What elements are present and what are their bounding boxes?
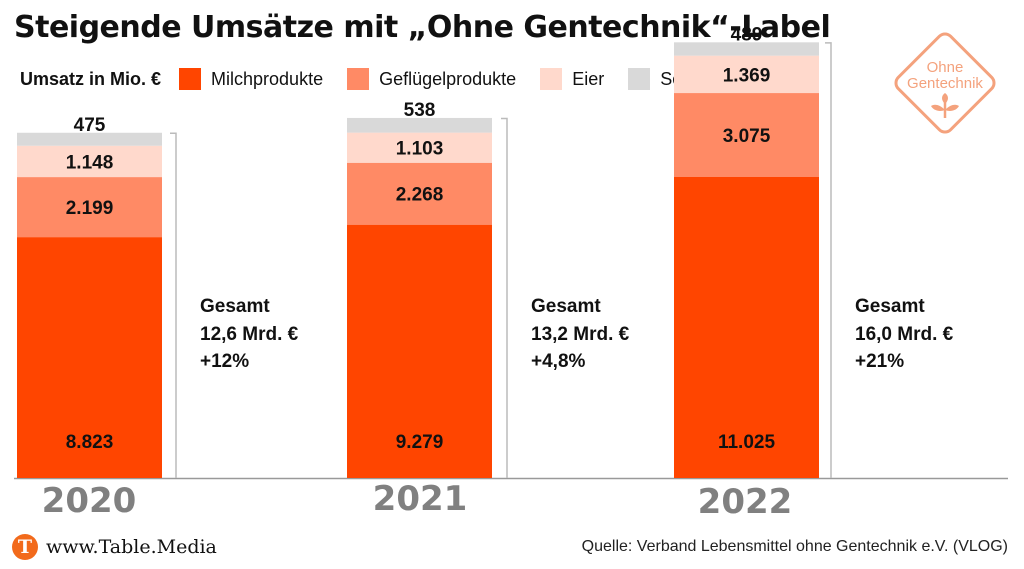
bar-segment-eier-2021 [347, 132, 492, 163]
bar-segment-geflügelprodukte-2021 [347, 162, 492, 225]
data-label: 538 [404, 100, 436, 121]
data-label: 11.025 [718, 432, 775, 453]
bar-segment-geflügelprodukte-2022 [674, 93, 819, 177]
x-tick-label-2021: 2021 [373, 479, 468, 519]
legend-item-milchprodukte: Milchprodukte [179, 68, 323, 90]
ohne-gentechnik-logo: Ohne Gentechnik [894, 32, 996, 134]
x-tick-label-2022: 2022 [698, 482, 793, 522]
legend-label: Eier [572, 68, 605, 89]
data-label: 2.199 [66, 198, 114, 219]
data-label: 3.075 [723, 126, 771, 147]
bar-segment-milchprodukte-2020 [17, 237, 162, 478]
footer-site: www.Table.Media [46, 536, 217, 558]
sprout-icon [931, 93, 959, 118]
total-value: 13,2 Mrd. € [531, 324, 630, 345]
legend-unit-label: Umsatz in Mio. € [20, 68, 162, 89]
legend-swatch [628, 68, 651, 90]
logo-text-gentechnik: Gentechnik [907, 75, 983, 92]
data-label: 1.103 [396, 139, 444, 160]
bar-segment-sonstiges-2021 [347, 117, 492, 133]
data-label: 1.148 [66, 152, 114, 173]
total-value: 16,0 Mrd. € [855, 324, 954, 345]
bar-segment-milchprodukte-2022 [674, 177, 819, 478]
legend-label: Milchprodukte [211, 68, 324, 89]
data-label: 8.823 [66, 432, 114, 453]
bar-segment-sonstiges-2020 [17, 132, 162, 146]
footer-brand: T www.Table.Media [12, 534, 217, 560]
total-bracket-2020 [170, 132, 177, 478]
logo-text-ohne: Ohne [927, 59, 964, 76]
legend-item-gefluegelprodukte: Geflügelprodukte [347, 68, 516, 90]
total-change: +12% [200, 351, 249, 372]
footer-source: Quelle: Verband Lebensmittel ohne Gentec… [581, 538, 1008, 555]
data-label: 9.279 [396, 432, 444, 453]
legend-item-eier: Eier [540, 68, 604, 90]
data-label: 475 [74, 115, 106, 136]
total-value: 12,6 Mrd. € [200, 324, 299, 345]
data-label: 489 [731, 24, 763, 45]
data-label: 2.268 [396, 185, 444, 206]
bar-segment-milchprodukte-2021 [347, 224, 492, 478]
total-label: Gesamt [855, 296, 925, 317]
table-media-logo-icon: T [12, 534, 38, 560]
x-tick-label-2020: 2020 [42, 481, 137, 521]
legend-swatch [540, 68, 563, 90]
total-bracket-2022 [825, 42, 832, 478]
legend-swatch [179, 68, 202, 90]
total-bracket-2021 [501, 117, 508, 478]
bar-segment-sonstiges-2022 [674, 42, 819, 56]
total-label: Gesamt [200, 296, 270, 317]
bar-segment-eier-2020 [17, 145, 162, 178]
legend-swatch [347, 68, 370, 90]
total-change: +21% [855, 351, 904, 372]
total-change: +4,8% [531, 351, 586, 372]
data-label: 1.369 [723, 65, 771, 86]
chart-title: Steigende Umsätze mit „Ohne Gentechnik“-… [14, 10, 831, 45]
bar-segment-eier-2022 [674, 55, 819, 94]
total-label: Gesamt [531, 296, 601, 317]
bar-segment-geflügelprodukte-2020 [17, 177, 162, 238]
legend-label: Geflügelprodukte [379, 68, 517, 89]
